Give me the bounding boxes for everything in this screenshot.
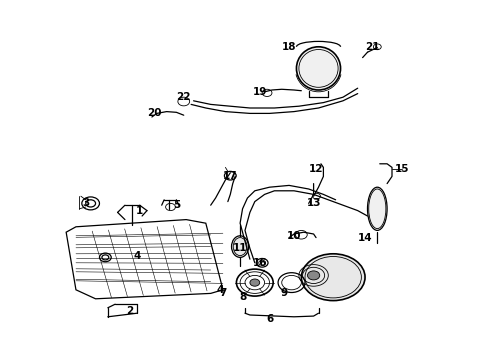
Ellipse shape <box>296 47 341 90</box>
Text: 5: 5 <box>173 200 180 210</box>
Ellipse shape <box>368 187 387 230</box>
Text: 13: 13 <box>306 198 321 208</box>
Text: 4: 4 <box>133 251 141 261</box>
Text: 9: 9 <box>281 288 288 298</box>
Ellipse shape <box>301 254 365 301</box>
Text: 15: 15 <box>394 164 409 174</box>
Text: 20: 20 <box>147 108 162 118</box>
Text: 11: 11 <box>233 243 247 253</box>
Text: 19: 19 <box>252 87 267 97</box>
Ellipse shape <box>250 279 260 286</box>
Text: 12: 12 <box>309 164 323 174</box>
Ellipse shape <box>232 236 248 257</box>
Ellipse shape <box>308 271 319 280</box>
Text: 21: 21 <box>365 42 380 52</box>
Text: 22: 22 <box>176 92 191 102</box>
Text: 18: 18 <box>282 42 296 52</box>
Text: 10: 10 <box>287 231 301 241</box>
Text: 6: 6 <box>266 314 273 324</box>
Text: 14: 14 <box>358 233 372 243</box>
Text: 2: 2 <box>126 306 133 316</box>
Text: 4: 4 <box>217 285 224 295</box>
Text: 3: 3 <box>82 198 89 208</box>
Text: 8: 8 <box>239 292 246 302</box>
Text: 1: 1 <box>136 206 143 216</box>
Text: 16: 16 <box>252 258 267 268</box>
Text: 17: 17 <box>223 171 238 181</box>
Text: 7: 7 <box>219 288 227 298</box>
